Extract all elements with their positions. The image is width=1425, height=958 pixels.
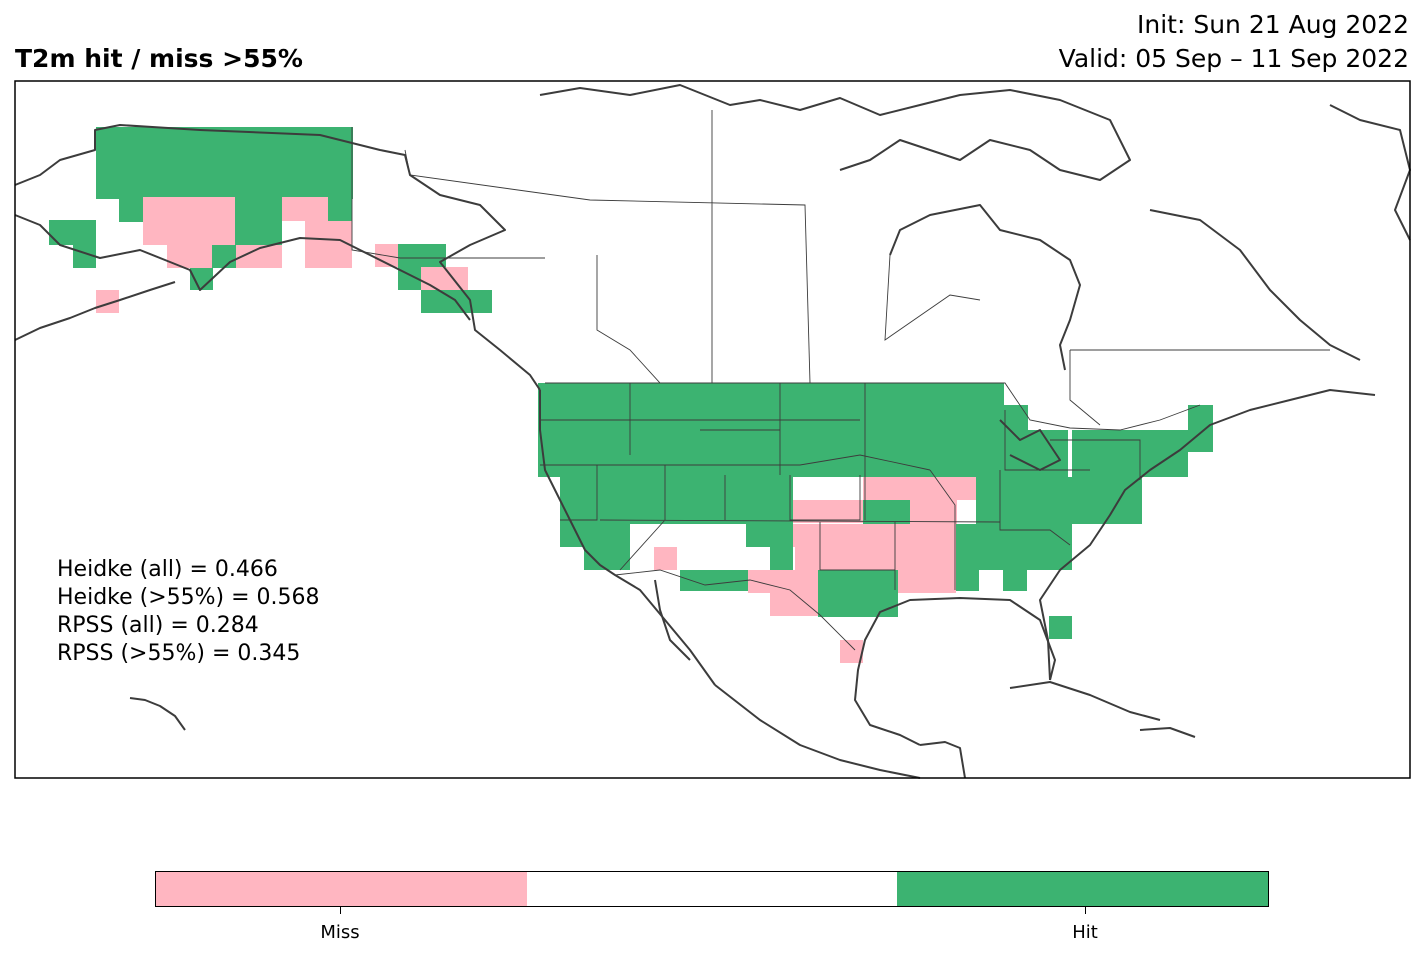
init-date: Init: Sun 21 Aug 2022 [1137, 10, 1409, 39]
miss-cell-42 [793, 500, 863, 523]
colorbar-hit-segment [897, 872, 1269, 906]
colorbar-label-miss: Miss [320, 922, 360, 943]
coastline-hawaii [129, 697, 186, 731]
coastline-west-us [539, 390, 716, 686]
coastline-yucatan [919, 741, 966, 779]
valid-period: Valid: 05 Sep – 11 Sep 2022 [1058, 44, 1409, 73]
hit-cell-32 [956, 524, 1072, 547]
skill-scores: Heidke (all) = 0.466 Heidke (>55%) = 0.5… [57, 556, 320, 668]
miss-cell-48 [898, 570, 956, 593]
hit-cell-1 [96, 150, 119, 174]
hit-cell-2 [119, 174, 143, 222]
colorbar-tick-miss [340, 907, 341, 914]
map-panel [14, 80, 1411, 779]
miss-cell-5 [282, 197, 328, 221]
miss-cell-8 [167, 245, 212, 268]
hit-cell-38 [1003, 570, 1027, 591]
border-us-mexico [614, 569, 856, 651]
hit-cell-39 [1049, 547, 1072, 570]
hit-cell-37 [956, 570, 979, 591]
colorbar-neutral-segment [526, 872, 898, 906]
hit-cell-34 [956, 547, 1049, 570]
border-us-states [540, 383, 1141, 590]
hit-cell-29 [560, 524, 630, 547]
hit-cell-22 [1028, 430, 1068, 477]
border-us-canada [545, 382, 1201, 431]
hit-cell-30 [584, 547, 630, 570]
map-frame [14, 80, 1411, 779]
score-heidke-all: Heidke (all) = 0.466 [57, 557, 278, 582]
colorbar-miss-segment [156, 872, 527, 906]
hit-cell-25 [1164, 452, 1188, 477]
coastline-baja [654, 579, 691, 661]
hit-cell-26 [560, 477, 793, 524]
coastline-gulf [854, 597, 1056, 746]
coastline-great-lakes [999, 419, 1061, 471]
miss-cell-49 [770, 593, 818, 616]
coastline-arctic-islands [539, 84, 1131, 181]
miss-cell-46 [795, 547, 818, 570]
map-title: T2m hit / miss >55% [15, 44, 303, 73]
hit-cell-27 [976, 477, 1142, 524]
hit-cell-4 [235, 197, 282, 245]
hit-cell-21 [1004, 405, 1028, 477]
hit-cell-6 [328, 197, 352, 221]
miss-cell-51 [654, 547, 677, 570]
colorbar-tick-hit [1085, 907, 1086, 914]
hit-cell-35 [680, 570, 748, 591]
colorbar [155, 871, 1269, 907]
border-alaska-canada [351, 127, 545, 259]
miss-cell-7 [305, 221, 352, 268]
coastline-cuba [1009, 681, 1161, 721]
miss-cell-43 [910, 500, 957, 524]
miss-cell-13 [96, 290, 119, 313]
miss-cell-45 [818, 547, 956, 570]
miss-cell-18 [421, 267, 468, 290]
coastline-alaska-south [14, 214, 471, 321]
miss-cell-47 [748, 570, 818, 593]
colorbar-label-hit: Hit [1072, 922, 1098, 943]
hit-cell-31 [746, 524, 793, 547]
hit-cell-9 [212, 245, 236, 268]
border-provinces [404, 110, 1330, 426]
coastline-greenland [1329, 104, 1411, 241]
hit-cell-40 [1049, 616, 1072, 639]
hit-cell-24 [1188, 405, 1213, 452]
miss-cell-41 [863, 477, 976, 500]
coastline-hispaniola [1139, 727, 1196, 738]
miss-cell-52 [840, 640, 863, 663]
coastline-east-us [1039, 389, 1376, 681]
hit-cell-33 [770, 547, 793, 570]
coastline-labrador [1149, 209, 1361, 361]
hit-cell-28 [863, 500, 910, 524]
score-heidke-55: Heidke (>55%) = 0.568 [57, 585, 320, 610]
score-rpss-55: RPSS (>55%) = 0.345 [57, 641, 301, 666]
coastline-hudson-bay [889, 204, 1081, 371]
coastline-aleutians [14, 281, 176, 341]
coastline-mexico-west [714, 684, 921, 779]
miss-cell-44 [793, 524, 956, 547]
hit-cell-16 [398, 244, 446, 267]
score-rpss-all: RPSS (all) = 0.284 [57, 613, 259, 638]
miss-cell-3 [143, 197, 235, 245]
miss-cell-10 [236, 245, 282, 268]
